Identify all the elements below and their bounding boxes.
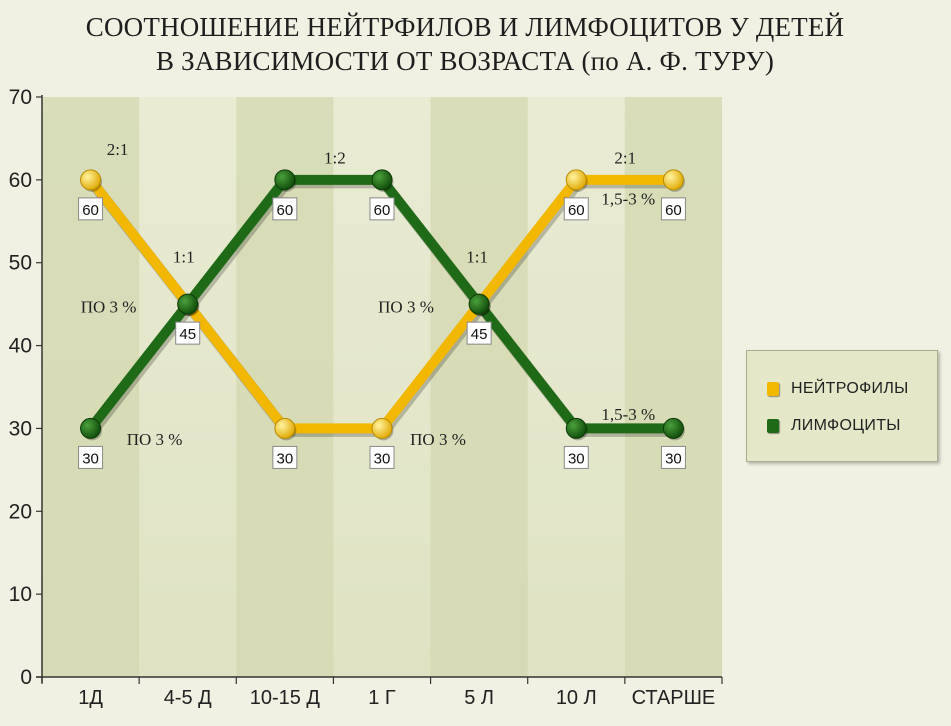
annotation: ПО 3 % [81,297,137,316]
data-label-box [466,321,492,345]
data-label-text: 30 [568,450,585,467]
data-label: 60 [660,197,686,221]
data-label-box [369,197,395,221]
legend-label: ЛИМФОЦИТЫ [791,417,901,434]
annotation: 1,5-3 % [601,190,655,209]
annotation: 2:1 [107,140,129,159]
x-tick-label: 10 Л [556,687,597,709]
annotation: 1:2 [324,148,346,167]
data-point-lymphocytes [371,169,393,191]
data-label-box [563,197,589,221]
data-label-text: 60 [277,202,294,219]
data-point-neutrophils [371,417,393,439]
annotation: ПО 3 % [378,297,434,316]
data-label-text: 30 [82,450,99,467]
data-label: 30 [369,445,395,469]
data-point-neutrophils [565,169,587,191]
data-label-box [272,197,298,221]
x-tick-label: 10-15 Д [250,687,321,709]
data-point-lymphocytes [177,293,199,315]
legend-label: НЕЙТРОФИЛЫ [791,380,909,397]
legend-item-neutrophils: НЕЙТРОФИЛЫ [767,378,909,400]
data-label-text: 45 [471,326,488,343]
legend: НЕЙТРОФИЛЫ ЛИМФОЦИТЫ [746,350,938,462]
y-tick-label: 40 [9,335,32,358]
legend-swatch [767,419,779,433]
y-tick-label: 30 [9,417,32,440]
annotation: 1,5-3 % [601,405,655,424]
y-tick-label: 0 [20,666,32,689]
x-tick-label: 4-5 Д [164,687,212,709]
data-label-text: 60 [568,202,585,219]
data-label-box [175,321,201,345]
data-point-lymphocytes [274,169,296,191]
annotation: ПО 3 % [127,430,183,449]
data-label-text: 30 [374,450,391,467]
data-label: 60 [272,197,298,221]
data-label-box [369,445,395,469]
chart-title: СООТНОШЕНИЕ НЕЙТРФИЛОВ И ЛИМФОЦИТОВ У ДЕ… [0,10,930,78]
legend-swatch [767,382,779,396]
data-label-text: 45 [179,326,196,343]
data-label-box [660,445,686,469]
data-label-text: 60 [374,202,391,219]
data-label: 30 [563,445,589,469]
annotation: 1:1 [466,248,488,267]
data-point-neutrophils [274,417,296,439]
y-tick-label: 70 [9,86,32,109]
annotation: 1:1 [173,248,195,267]
legend-item-lymphocytes: ЛИМФОЦИТЫ [767,415,901,437]
plot-band [430,97,528,677]
data-label-box [660,197,686,221]
data-label: 30 [78,445,104,469]
data-point-neutrophils [80,169,102,191]
y-tick-label: 10 [9,583,32,606]
data-label-text: 30 [277,450,294,467]
data-point-neutrophils [662,169,684,191]
plot-band [624,97,722,677]
data-label-box [563,445,589,469]
plot-area [42,97,722,677]
x-tick-label: СТАРШЕ [632,687,716,709]
data-point-lymphocytes [662,417,684,439]
data-point-lymphocytes [80,417,102,439]
data-label: 60 [563,197,589,221]
x-tick-label: 1Д [78,687,103,709]
data-label-text: 30 [665,450,682,467]
data-label: 30 [660,445,686,469]
x-tick-label: 5 Л [464,687,494,709]
data-label: 30 [272,445,298,469]
data-label: 45 [175,321,201,345]
data-label-box [272,445,298,469]
data-point-lymphocytes [468,293,490,315]
data-label-text: 60 [665,202,682,219]
data-label: 60 [369,197,395,221]
annotation: ПО 3 % [410,430,466,449]
data-label: 60 [78,197,104,221]
chart-title-line2: В ЗАВИСИМОСТИ ОТ ВОЗРАСТА (по А. Ф. ТУРУ… [155,46,775,76]
data-label: 45 [466,321,492,345]
data-label-text: 60 [82,202,99,219]
y-tick-label: 60 [9,169,32,192]
data-label-box [78,445,104,469]
y-tick-label: 50 [9,252,32,275]
annotation: 2:1 [614,148,636,167]
data-point-lymphocytes [565,417,587,439]
data-label-box [78,197,104,221]
x-tick-label: 1 Г [368,687,396,709]
y-tick-label: 20 [9,500,32,523]
chart-title-line1: СООТНОШЕНИЕ НЕЙТРФИЛОВ И ЛИМФОЦИТОВ У ДЕ… [85,12,845,42]
